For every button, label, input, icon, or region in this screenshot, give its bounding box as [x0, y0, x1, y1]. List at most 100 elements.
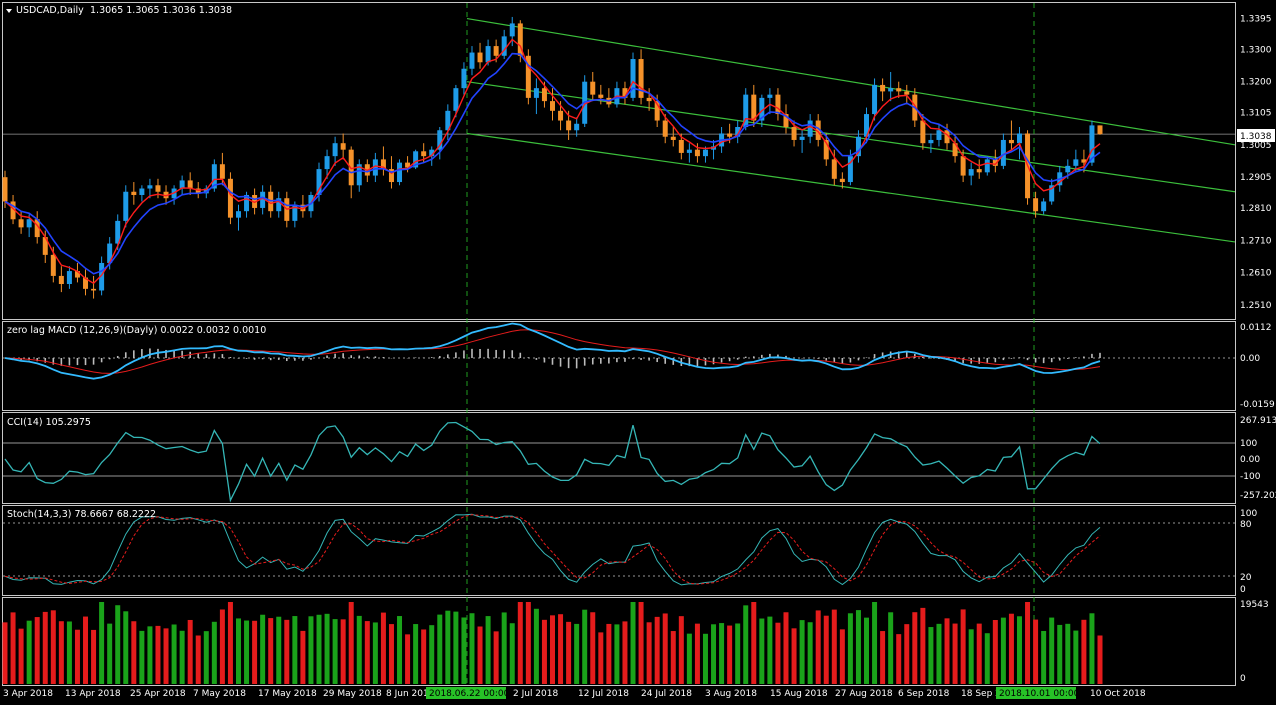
volume-bar	[928, 627, 934, 684]
volume-bar	[799, 620, 805, 684]
volume-bar	[952, 623, 958, 684]
volume-bar	[1000, 617, 1006, 684]
candle-body	[316, 169, 322, 195]
volume-bar	[1025, 602, 1031, 684]
volume-bar	[397, 616, 403, 684]
volume-bar	[187, 619, 193, 684]
volume-bar	[179, 630, 185, 684]
candle-body	[630, 59, 636, 98]
candle-body	[413, 151, 419, 168]
candle-body	[147, 185, 153, 189]
candle-body	[775, 94, 781, 115]
candle-body	[807, 120, 813, 137]
candle-body	[34, 219, 40, 238]
volume-bar	[413, 624, 419, 684]
stoch-pane[interactable]	[2, 505, 1236, 596]
volume-bar	[550, 615, 555, 684]
volume-bar	[155, 625, 161, 684]
date-axis-label: 17 May 2018	[258, 689, 317, 699]
volume-bar	[356, 615, 362, 684]
candle-body	[219, 164, 225, 179]
volume-bar	[163, 628, 169, 684]
candle-body	[139, 188, 145, 195]
volume-bar	[147, 626, 153, 684]
volume-bar	[662, 613, 668, 684]
volume-bar	[767, 616, 773, 684]
candle-body	[348, 149, 354, 186]
volume-bar	[654, 616, 660, 684]
volume-bar	[469, 613, 475, 684]
price-axis-label: 1.2610	[1240, 269, 1272, 279]
candle-body	[1089, 125, 1095, 163]
candle-body	[155, 185, 161, 192]
date-axis-label: 27 Aug 2018	[835, 689, 893, 699]
candle-body	[574, 123, 580, 131]
volume-pane[interactable]	[2, 597, 1236, 686]
volume-bar	[678, 616, 684, 684]
date-axis-label: 6 Sep 2018	[898, 689, 950, 699]
cci-scale-label: -100	[1240, 472, 1261, 482]
candle-body	[1033, 198, 1039, 212]
volume-bar	[50, 610, 56, 684]
volume-bar	[912, 612, 918, 684]
candle-body	[1016, 133, 1022, 144]
candle-body	[509, 23, 515, 37]
volume-bar	[131, 621, 137, 684]
candle-body	[517, 23, 523, 56]
date-highlight-label: 2018.10.01 00:00	[999, 689, 1080, 699]
candle-body	[694, 149, 700, 157]
volume-bar	[566, 621, 572, 684]
candle-body	[783, 114, 789, 128]
price-pane[interactable]	[2, 2, 1236, 320]
volume-bar	[453, 611, 459, 684]
candle-body	[831, 159, 837, 179]
volume-bar	[348, 602, 354, 684]
candle-body	[566, 120, 572, 131]
volume-bar	[405, 634, 411, 684]
candle-body	[58, 275, 64, 285]
volume-bar	[2, 622, 8, 684]
candle-body	[437, 130, 443, 150]
volume-bar	[364, 621, 370, 684]
dropdown-arrow-icon[interactable]	[6, 9, 12, 13]
candle-body	[260, 191, 266, 208]
candle-body	[984, 159, 990, 173]
candle-body	[18, 219, 24, 228]
candle-body	[388, 169, 394, 183]
candle-body	[477, 52, 483, 63]
candle-body	[356, 164, 362, 186]
candle-body	[1041, 201, 1047, 212]
candle-body	[276, 198, 282, 212]
cci-pane[interactable]	[2, 412, 1236, 504]
volume-bar	[260, 614, 266, 684]
volume-scale-label: 19543	[1240, 600, 1269, 610]
volume-bar	[10, 612, 16, 684]
date-axis-label: 25 Apr 2018	[130, 689, 186, 699]
macd-scale-label: -0.0159	[1240, 400, 1275, 410]
candle-body	[163, 191, 169, 199]
date-axis-label: 13 Apr 2018	[65, 689, 121, 699]
macd-scale-label: 0.0112	[1240, 323, 1272, 333]
volume-bar	[686, 633, 692, 684]
date-axis-label: 7 May 2018	[193, 689, 246, 699]
cci-scale-label: 0.00	[1240, 455, 1260, 465]
volume-bar	[292, 616, 298, 684]
macd-scale-label: 0.00	[1240, 354, 1260, 364]
price-axis-label: 1.3105	[1240, 108, 1272, 118]
volume-bar	[759, 618, 765, 684]
channel-lower-line	[466, 132, 1236, 243]
volume-bar	[815, 610, 821, 684]
candle-body	[622, 88, 628, 98]
volume-bar	[316, 614, 322, 684]
cci-line	[4, 421, 1101, 503]
volume-bar	[896, 634, 902, 684]
candle-body	[300, 204, 306, 212]
volume-bar	[501, 612, 507, 684]
volume-bar	[1016, 616, 1022, 684]
candle-body	[654, 101, 660, 121]
macd-pane[interactable]	[2, 321, 1236, 411]
volume-bar	[839, 629, 845, 684]
candle-body	[292, 204, 298, 221]
candle-body	[469, 52, 475, 69]
